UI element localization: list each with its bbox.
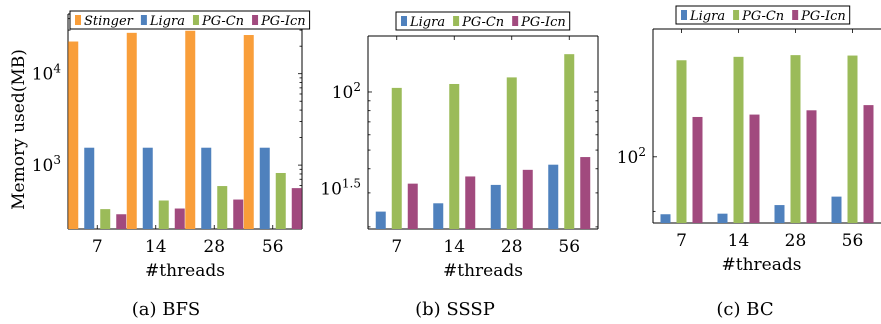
- legend-swatch-ligra: [401, 16, 407, 26]
- bar-stinger-28: [185, 30, 196, 229]
- x-axis-label: #threads: [722, 255, 802, 275]
- bar-pg-cn-14: [733, 56, 744, 223]
- bar-pg-icn-7: [407, 183, 418, 229]
- bar-stinger-7: [68, 41, 79, 229]
- bar-pg-icn-7: [116, 214, 127, 229]
- bar-pg-cn-14: [158, 200, 169, 229]
- bar-pg-icn-14: [465, 176, 476, 229]
- bar-pg-cn-7: [391, 87, 402, 229]
- chart-panel-3: 102 7 14 28 56 #threads Ligra PG-Cn PG-Icn (c) BC: [617, 5, 881, 320]
- bar-pg-icn-56: [291, 188, 302, 229]
- bar-stinger-56: [243, 35, 254, 230]
- chart-panel-1: 103 104 7 14 28 56 #threads Memory used(MB) Stin…: [9, 10, 311, 320]
- x-tick-label: 14: [443, 237, 465, 257]
- bar-pg-cn-28: [217, 186, 228, 229]
- legend-label-ligra: Ligra: [409, 15, 445, 30]
- bar-ligra-7: [375, 211, 386, 229]
- legend-label-stinger: Stinger: [84, 14, 134, 29]
- bar-pg-icn-28: [522, 169, 533, 229]
- bar-pg-cn-28: [506, 77, 517, 229]
- legend-swatch-stinger: [75, 15, 81, 25]
- legend-label-ligra: Ligra: [689, 9, 725, 24]
- legend-swatch-ligra: [681, 10, 687, 20]
- bar-pg-cn-28: [790, 55, 801, 223]
- bar-pg-cn-7: [100, 209, 111, 229]
- legend-label-ligra: Ligra: [149, 14, 185, 29]
- legend-swatch-pg-cn: [192, 15, 199, 25]
- bar-ligra-14: [717, 213, 728, 223]
- y-axis-label: Memory used(MB): [9, 49, 29, 210]
- bar-pg-cn-56: [275, 172, 286, 229]
- bar-pg-icn-56: [863, 105, 874, 223]
- bar-pg-cn-56: [847, 55, 858, 224]
- bar-ligra-56: [831, 196, 842, 223]
- bar-ligra-56: [259, 147, 270, 229]
- panel-caption: (c) BC: [716, 299, 773, 320]
- legend-label-pg-icn: PG-Icn: [800, 9, 846, 24]
- legend-swatch-pg-icn: [512, 16, 519, 26]
- x-tick-label: 14: [145, 237, 167, 257]
- legend-box: [395, 11, 571, 31]
- bar-pg-icn-14: [174, 208, 185, 229]
- x-tick-label: 56: [262, 237, 284, 257]
- chart-panel-2: 101.5 102 7 14 28 56 #threads Ligra PG-Cn PG-Icn (…: [320, 11, 599, 320]
- legend-label-pg-icn: PG-Icn: [520, 15, 566, 30]
- y-tick-label: 102: [617, 145, 646, 168]
- y-tick-label: 104: [32, 62, 62, 85]
- x-tick-label: 56: [558, 237, 580, 257]
- legend-swatch-pg-cn: [733, 10, 740, 20]
- legend-label-pg-cn: PG-Cn: [741, 9, 784, 24]
- legend-label-pg-cn: PG-Cn: [201, 14, 244, 29]
- legend: Stinger Ligra PG-Cn PG-Icn: [69, 10, 311, 30]
- x-tick-label: 7: [676, 231, 687, 251]
- bar-ligra-28: [201, 147, 212, 229]
- legend: Ligra PG-Cn PG-Icn: [395, 11, 571, 31]
- x-axis-label: #threads: [443, 261, 523, 281]
- legend-swatch-pg-cn: [453, 16, 460, 26]
- bar-ligra-7: [84, 147, 95, 229]
- x-axis-label: #threads: [145, 261, 225, 281]
- x-tick-label: 28: [785, 231, 807, 251]
- bar-pg-cn-56: [564, 54, 575, 230]
- legend-swatch-ligra: [140, 15, 147, 25]
- y-tick-label: 102: [332, 80, 361, 103]
- bar-ligra-56: [548, 164, 559, 229]
- legend-box: [69, 10, 311, 30]
- panel-caption: (a) BFS: [132, 299, 201, 320]
- y-tick-label: 103: [32, 153, 61, 176]
- bar-ligra-14: [433, 203, 444, 229]
- bar-ligra-14: [142, 147, 153, 229]
- x-tick-label: 7: [391, 237, 402, 257]
- x-tick-label: 28: [203, 237, 225, 257]
- legend-box: [675, 5, 851, 25]
- x-tick-label: 7: [92, 237, 103, 257]
- bar-pg-cn-14: [449, 83, 460, 230]
- bar-pg-icn-7: [692, 116, 703, 223]
- bar-pg-icn-56: [580, 157, 591, 229]
- bar-pg-cn-7: [676, 60, 687, 223]
- bar-pg-icn-28: [233, 199, 244, 229]
- bar-ligra-28: [774, 205, 785, 223]
- bar-ligra-28: [490, 184, 501, 229]
- legend-swatch-pg-icn: [792, 10, 799, 20]
- bar-stinger-14: [126, 32, 137, 229]
- legend-swatch-pg-icn: [252, 15, 259, 25]
- bar-ligra-7: [660, 214, 671, 223]
- x-tick-label: 14: [728, 231, 750, 251]
- x-tick-label: 28: [501, 237, 523, 257]
- bar-pg-icn-14: [749, 114, 760, 223]
- legend-label-pg-icn: PG-Icn: [260, 14, 306, 29]
- legend: Ligra PG-Cn PG-Icn: [675, 5, 851, 25]
- panel-caption: (b) SSSP: [415, 299, 495, 320]
- bar-pg-icn-28: [806, 110, 817, 223]
- x-tick-label: 56: [842, 231, 864, 251]
- y-tick-label: 101.5: [320, 177, 361, 200]
- legend-label-pg-cn: PG-Cn: [461, 15, 504, 30]
